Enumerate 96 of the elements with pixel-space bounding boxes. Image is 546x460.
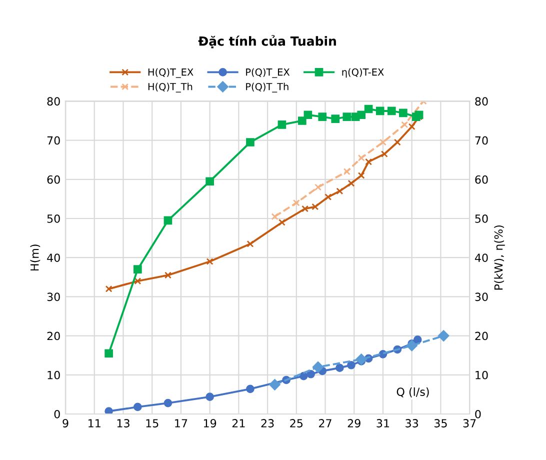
point: [376, 106, 384, 116]
point: [278, 120, 286, 129]
point: [364, 104, 373, 114]
legend-label: H(Q)T_EX: [148, 68, 194, 78]
y2-tick-label: 80: [475, 97, 488, 106]
y-tick-label: 40: [47, 254, 60, 262]
point: [246, 384, 254, 394]
point: [206, 392, 214, 401]
y2-tick-label: 0: [475, 410, 481, 418]
legend-label: P(Q)T_EX: [246, 68, 290, 78]
x-tick-label: 15: [146, 419, 158, 428]
point: [312, 361, 324, 373]
point: [380, 138, 386, 146]
y2-tick-label: 40: [474, 254, 488, 262]
x-tick-label: 19: [204, 419, 216, 428]
point: [105, 285, 112, 292]
x-tick-label: 21: [232, 419, 245, 428]
point: [401, 121, 408, 128]
x-tick-label: 27: [319, 419, 332, 428]
point: [438, 330, 450, 342]
point: [324, 194, 332, 200]
point: [164, 398, 172, 408]
point: [206, 177, 214, 186]
point: [304, 110, 312, 120]
point: [408, 123, 416, 130]
y-tick-label: 80: [47, 97, 60, 106]
point: [336, 188, 344, 195]
point: [134, 402, 142, 412]
x-tick-label: 29: [348, 419, 360, 428]
legend-label: H(Q)T_Th: [148, 82, 192, 92]
point: [302, 205, 309, 212]
point: [394, 138, 401, 146]
y-axis-title: H(m): [30, 244, 40, 270]
y-tick-label: 30: [47, 292, 60, 302]
point: [292, 199, 300, 206]
point: [357, 110, 366, 120]
point: [365, 158, 372, 166]
point: [414, 110, 424, 120]
y-tick-label: 70: [47, 136, 60, 145]
point: [104, 349, 113, 358]
x-tick-label: 31: [376, 419, 390, 428]
x-tick-label: 33: [406, 419, 418, 428]
y-tick-label: 50: [47, 214, 60, 223]
point: [314, 184, 322, 191]
point: [348, 180, 355, 187]
y-tick-label: 60: [47, 175, 60, 184]
point: [298, 116, 306, 125]
point: [312, 203, 319, 210]
point: [164, 272, 172, 279]
point: [343, 168, 350, 176]
point: [336, 364, 344, 372]
chart-title: Đặc tính của Tuabin: [198, 35, 336, 48]
y-tick-label: 0: [54, 410, 60, 418]
legend-label: η(Q)T-EX: [342, 68, 384, 78]
point: [206, 258, 214, 265]
y2-axis-title: P(kW), η(%): [494, 225, 505, 290]
point: [413, 336, 422, 344]
x-tick-label: 13: [117, 419, 130, 428]
x-tick-label: 9: [62, 419, 68, 428]
point: [246, 138, 254, 146]
x-tick-label: 35: [434, 419, 447, 428]
x-axis-title: Q (l/s): [396, 387, 429, 398]
y2-tick-label: 70: [475, 136, 488, 145]
y2-tick-label: 30: [475, 292, 488, 302]
y-tick-label: 10: [48, 370, 60, 380]
x-tick-label: 23: [261, 419, 274, 428]
point: [342, 112, 352, 122]
point: [356, 354, 367, 365]
point: [134, 278, 142, 285]
point: [358, 172, 365, 179]
point: [399, 108, 408, 118]
point: [347, 360, 356, 370]
y2-tick-label: 10: [476, 370, 488, 380]
point: [406, 340, 418, 352]
point: [358, 154, 365, 162]
point: [164, 216, 172, 225]
y2-tick-label: 60: [475, 175, 488, 184]
x-tick-label: 17: [175, 419, 188, 428]
point: [104, 407, 113, 414]
point: [306, 370, 315, 378]
y-tick-label: 20: [47, 332, 60, 340]
point: [380, 150, 388, 158]
point: [387, 106, 396, 116]
point: [271, 213, 278, 220]
y2-tick-label: 50: [475, 214, 488, 223]
y2-tick-label: 20: [475, 332, 488, 340]
point: [134, 265, 142, 274]
point: [269, 379, 280, 390]
point: [278, 218, 286, 226]
point: [246, 240, 254, 248]
legend-label: P(Q)T_Th: [246, 82, 288, 92]
point: [318, 112, 327, 122]
point: [331, 114, 340, 123]
x-tick-label: 37: [463, 419, 476, 428]
x-tick-label: 25: [290, 419, 302, 428]
x-tick-label: 11: [88, 419, 100, 428]
